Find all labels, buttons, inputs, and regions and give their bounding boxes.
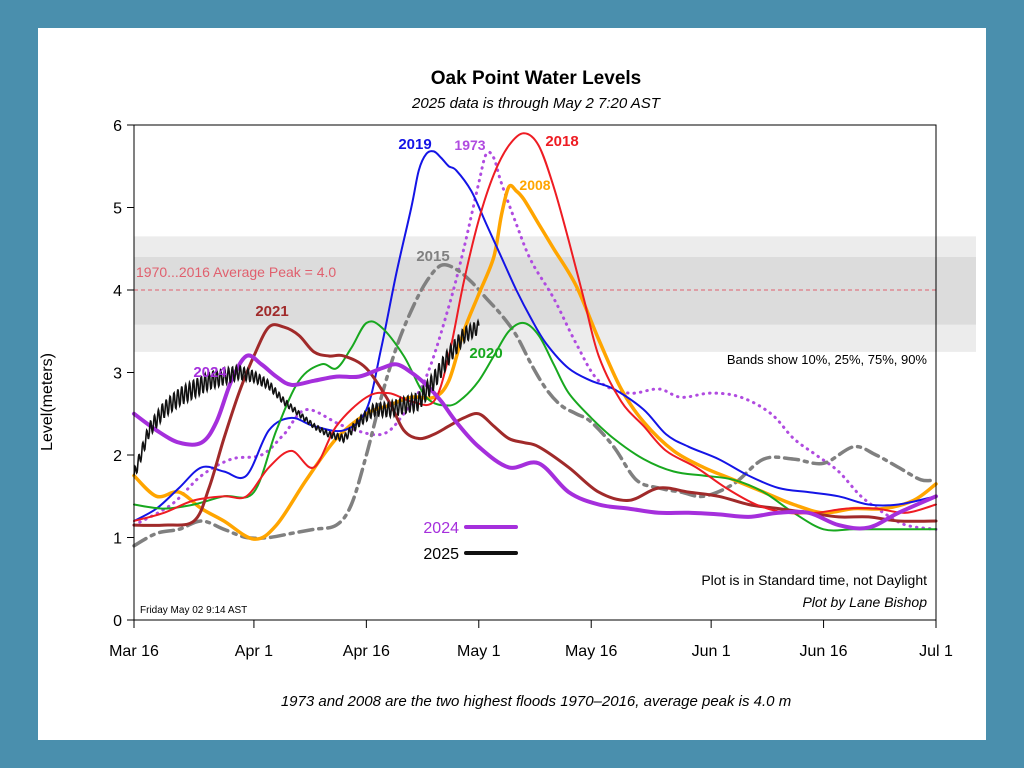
series-line-2018 <box>133 132 937 522</box>
x-tick-label-1: Apr 1 <box>235 643 273 660</box>
legend: 2024 2025 <box>423 520 518 563</box>
series-label-2021: 2021 <box>255 303 288 320</box>
series-label-2015: 2015 <box>416 248 449 265</box>
y-tick-label-0: 0 <box>113 613 122 630</box>
x-tick-label-6: Jun 16 <box>800 643 848 660</box>
series-line-2025 <box>133 318 480 476</box>
x-tick-label-7: Jul 1 <box>919 643 953 660</box>
y-axis-label: Level(meters) <box>39 353 56 451</box>
series-label-2024: 2024 <box>193 364 227 381</box>
y-tick-label-2: 2 <box>113 448 122 465</box>
x-tick-label-0: Mar 16 <box>109 643 159 660</box>
x-tick-label-3: May 1 <box>457 643 501 660</box>
series-label-2019: 2019 <box>398 136 431 153</box>
average-peak-label: 1970...2016 Average Peak = 4.0 <box>136 264 336 280</box>
series-line-2015 <box>132 262 938 548</box>
bands-note: Bands show 10%, 25%, 75%, 90% <box>727 352 928 367</box>
series-label-2008: 2008 <box>519 177 550 193</box>
x-tick-label-4: May 16 <box>565 643 618 660</box>
chart-subtitle: 2025 data is through May 2 7:20 AST <box>411 95 662 112</box>
x-tick-label-5: Jun 1 <box>692 643 731 660</box>
water-level-chart: 0 1 2 3 4 5 6 Mar 16 Apr 1 Apr 16 May 1 May 16 Jun 1… <box>39 68 976 710</box>
series-line-2024 <box>132 353 938 531</box>
y-tick-label-4: 4 <box>113 283 122 300</box>
series-label-1973: 1973 <box>454 137 485 153</box>
legend-label-2024: 2024 <box>423 520 459 537</box>
series-label-2018: 2018 <box>545 133 578 150</box>
y-tick-label-3: 3 <box>113 366 122 383</box>
series-label-2020: 2020 <box>469 345 502 362</box>
y-tick-label-1: 1 <box>113 531 122 548</box>
series-line-2020 <box>133 320 937 532</box>
y-tick-label-5: 5 <box>113 201 122 218</box>
legend-label-2025: 2025 <box>423 546 459 563</box>
chart-title: Oak Point Water Levels <box>431 68 641 89</box>
x-tick-label-2: Apr 16 <box>343 643 390 660</box>
chart-frame: 0 1 2 3 4 5 6 Mar 16 Apr 1 Apr 16 May 1 May 16 Jun 1… <box>38 28 986 740</box>
band-25-75 <box>134 257 976 325</box>
timestamp-label: Friday May 02 9:14 AST <box>140 605 247 616</box>
standard-time-note: Plot is in Standard time, not Daylight <box>701 572 927 588</box>
plot-credit: Plot by Lane Bishop <box>802 594 927 610</box>
y-tick-label-6: 6 <box>113 118 122 135</box>
chart-caption: 1973 and 2008 are the two highest floods… <box>281 693 791 710</box>
